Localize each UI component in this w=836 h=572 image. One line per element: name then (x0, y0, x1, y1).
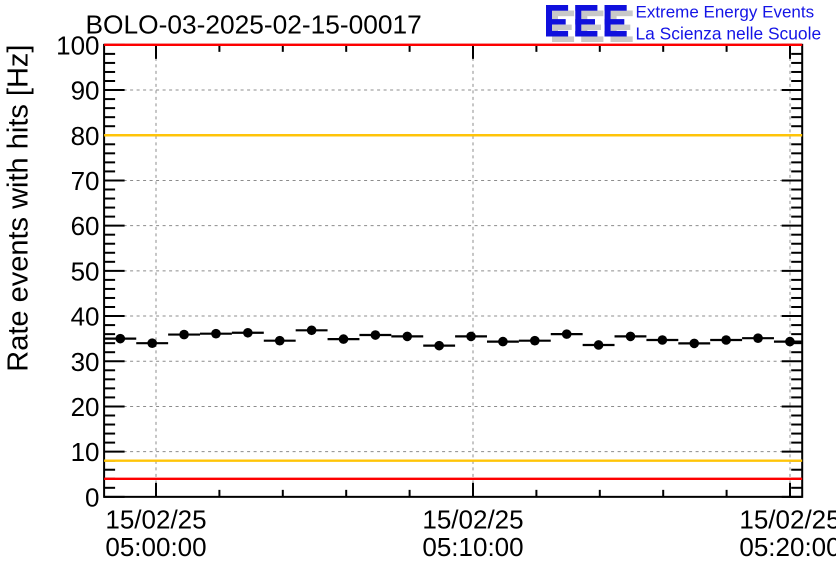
svg-text:70: 70 (71, 166, 100, 196)
svg-text:0: 0 (85, 482, 99, 512)
svg-text:05:00:00: 05:00:00 (105, 532, 206, 562)
svg-text:100: 100 (56, 30, 99, 60)
svg-text:30: 30 (71, 347, 100, 377)
svg-text:Rate events with hits [Hz]: Rate events with hits [Hz] (3, 45, 35, 372)
svg-text:05:10:00: 05:10:00 (422, 532, 523, 562)
svg-text:La Scienza nelle Scuole: La Scienza nelle Scuole (636, 24, 822, 44)
svg-text:90: 90 (71, 76, 100, 106)
svg-text:50: 50 (71, 256, 100, 286)
svg-text:05:20:00: 05:20:00 (739, 532, 836, 562)
svg-text:60: 60 (71, 211, 100, 241)
svg-text:80: 80 (71, 121, 100, 151)
svg-text:Extreme Energy Events: Extreme Energy Events (636, 3, 815, 22)
svg-text:10: 10 (71, 437, 100, 467)
svg-text:40: 40 (71, 302, 100, 332)
svg-text:BOLO-03-2025-02-15-00017: BOLO-03-2025-02-15-00017 (86, 10, 422, 40)
svg-text:15/02/25: 15/02/25 (105, 505, 206, 535)
svg-text:15/02/25: 15/02/25 (739, 505, 836, 535)
svg-text:20: 20 (71, 392, 100, 422)
svg-text:15/02/25: 15/02/25 (422, 505, 523, 535)
